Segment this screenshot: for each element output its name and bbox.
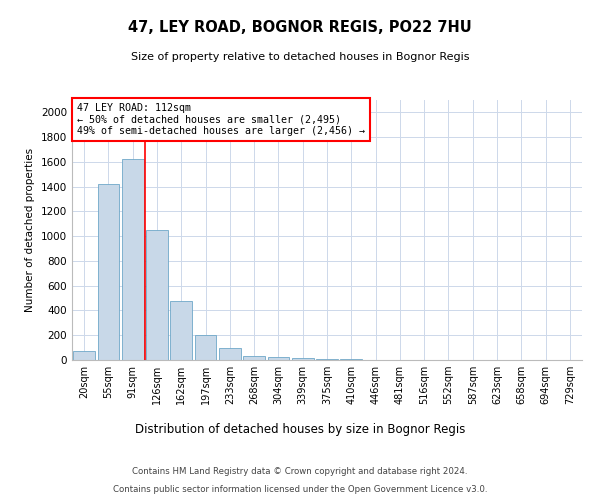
Bar [316, 359, 338, 360]
Text: Distribution of detached houses by size in Bognor Regis: Distribution of detached houses by size … [135, 422, 465, 436]
Bar [122, 160, 143, 360]
Text: Size of property relative to detached houses in Bognor Regis: Size of property relative to detached ho… [131, 52, 469, 62]
Bar [194, 334, 217, 360]
Y-axis label: Number of detached properties: Number of detached properties [25, 148, 35, 312]
Text: Contains public sector information licensed under the Open Government Licence v3: Contains public sector information licen… [113, 485, 487, 494]
Bar [73, 350, 95, 360]
Bar [146, 230, 168, 360]
Bar [170, 300, 192, 360]
Text: 47 LEY ROAD: 112sqm
← 50% of detached houses are smaller (2,495)
49% of semi-det: 47 LEY ROAD: 112sqm ← 50% of detached ho… [77, 102, 365, 136]
Bar [97, 184, 119, 360]
Bar [292, 358, 314, 360]
Bar [243, 356, 265, 360]
Text: 47, LEY ROAD, BOGNOR REGIS, PO22 7HU: 47, LEY ROAD, BOGNOR REGIS, PO22 7HU [128, 20, 472, 35]
Bar [219, 348, 241, 360]
Text: Contains HM Land Registry data © Crown copyright and database right 2024.: Contains HM Land Registry data © Crown c… [132, 468, 468, 476]
Bar [268, 357, 289, 360]
